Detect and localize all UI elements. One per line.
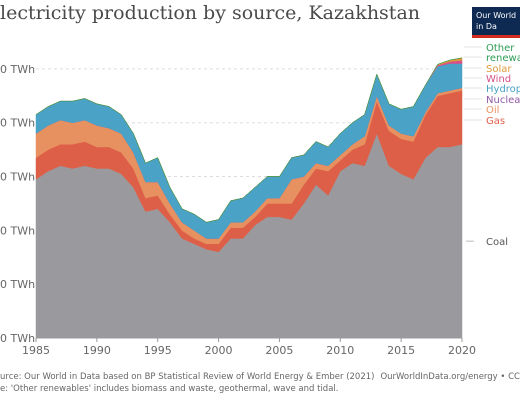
- owid-logo[interactable]: Our World in Da: [472, 7, 520, 38]
- legend-label[interactable]: Other: [486, 43, 515, 54]
- legend-label[interactable]: Solar: [486, 64, 512, 75]
- x-tick-label: 2010: [326, 344, 354, 357]
- legend-label[interactable]: renewab: [486, 53, 520, 64]
- x-axis-ticks: 1985 1990 1995 2000 2005 2010 2015 2020: [22, 338, 476, 357]
- area-other-renewables[interactable]: [35, 57, 463, 223]
- chart-title: lectricity production by source, Kazakhs…: [0, 2, 421, 24]
- source-url-link[interactable]: OurWorldInData.org/energy • CC: [380, 372, 520, 382]
- y-tick-label: 0 TWh: [0, 117, 35, 130]
- y-axis-ticks: 0 TWh 0 TWh 0 TWh 0 TWh 0 TWh 0 TWh: [0, 63, 35, 345]
- x-tick-label: 2020: [448, 344, 476, 357]
- legend: OtherrenewabSolarWindHydropoNuclearOilGa…: [464, 43, 520, 248]
- legend-label[interactable]: Oil: [486, 105, 499, 116]
- legend-label[interactable]: Nuclear: [486, 95, 520, 106]
- legend-label[interactable]: Wind: [486, 74, 511, 85]
- logo-line-2: in Da: [476, 22, 497, 31]
- legend-label[interactable]: Coal: [486, 237, 508, 248]
- x-tick-label: 1990: [83, 344, 111, 357]
- y-tick-label: 0 TWh: [0, 63, 35, 76]
- x-tick-label: 2005: [265, 344, 293, 357]
- x-tick-label: 2000: [205, 344, 233, 357]
- x-tick-label: 2015: [387, 344, 415, 357]
- logo-line-1: Our World: [476, 11, 517, 20]
- y-tick-label: 0 TWh: [0, 224, 35, 237]
- source-text: urce: Our World in Data based on BP Stat…: [0, 372, 375, 382]
- x-tick-label: 1985: [22, 344, 50, 357]
- legend-label[interactable]: Hydropo: [486, 84, 520, 95]
- x-tick-label: 1995: [144, 344, 172, 357]
- y-tick-label: 0 TWh: [0, 332, 35, 345]
- legend-label[interactable]: Gas: [486, 116, 505, 127]
- note-text: e: 'Other renewables' includes biomass a…: [0, 384, 339, 394]
- y-tick-label: 0 TWh: [0, 171, 35, 184]
- y-tick-label: 0 TWh: [0, 278, 35, 291]
- stacked-areas: [35, 57, 463, 339]
